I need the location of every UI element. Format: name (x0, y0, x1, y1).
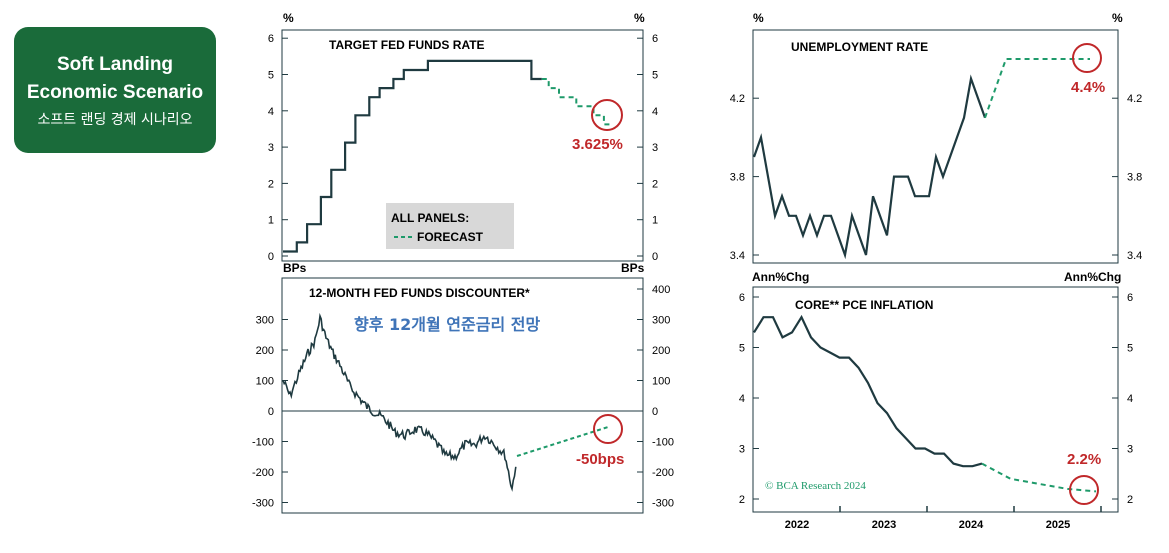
legend-box (386, 203, 514, 249)
p2-annotation: -50bps (576, 451, 624, 468)
p3-tick-label-right: 3.8 (1127, 172, 1142, 184)
p3-ylabel-right: % (1112, 11, 1123, 25)
p1-xlabel-left: BPs (283, 261, 307, 275)
p1-tick-label-right: 5 (652, 70, 658, 82)
p2-tick-label-right: 200 (652, 345, 670, 357)
p2-annotation-circle (593, 414, 623, 444)
p3-tick-label-left: 4.2 (730, 93, 745, 105)
p3-tick-label-left: 3.8 (730, 172, 745, 184)
p1-annotation: 3.625% (572, 136, 623, 153)
p2-forecast-series (516, 426, 609, 457)
panel-core-pce: CORE** PCE INFLATION © BCA Research 2024… (739, 286, 1133, 531)
p3-xlabel-left: Ann%Chg (752, 270, 809, 284)
p4-tick-label-left: 5 (739, 343, 745, 355)
p2-tick-label-right: -100 (652, 437, 674, 449)
badge-line-3-korean: 소프트 랜딩 경제 시나리오 (37, 112, 193, 128)
p3-tick-label-left: 3.4 (730, 250, 745, 262)
p3-title: UNEMPLOYMENT RATE (791, 40, 928, 54)
p2-korean-subtitle: 향후 12개월 연준금리 전망 (354, 315, 540, 334)
legend-title: ALL PANELS: (391, 211, 469, 225)
p2-tick-label-right: 400 (652, 284, 670, 296)
panel4-frame (752, 286, 1119, 513)
p1-tick-label-left: 6 (268, 33, 274, 45)
p1-tick-label-left: 1 (268, 215, 274, 227)
p3-ylabel-left: % (753, 11, 764, 25)
p2-history-series (282, 312, 517, 492)
p3-annotation: 4.4% (1071, 79, 1105, 96)
p1-tick-label-right: 1 (652, 215, 658, 227)
p1-ylabel-left: % (283, 11, 294, 25)
p2-tick-label-right: -200 (652, 467, 674, 479)
p4-annotation-circle (1069, 475, 1099, 505)
panel3-frame (752, 29, 1119, 264)
p4-tick-label-right: 3 (1127, 444, 1133, 456)
p3-history-series (752, 74, 987, 260)
p4-annotation: 2.2% (1067, 451, 1101, 468)
p4-tick-label-right: 2 (1127, 494, 1133, 506)
p4-tick-label-left: 6 (739, 292, 745, 304)
p1-tick-label-right: 0 (652, 251, 658, 263)
p1-annotation-circle (591, 99, 623, 131)
p2-tick-label-right: -300 (652, 498, 674, 510)
p4-credit: © BCA Research 2024 (765, 480, 866, 492)
p2-tick-label-right: 100 (652, 376, 670, 388)
p3-tick-label-right: 3.4 (1127, 250, 1142, 262)
p2-title: 12-MONTH FED FUNDS DISCOUNTER* (309, 286, 530, 300)
panel-unemployment: % % UNEMPLOYMENT RATE Ann%Chg Ann%Chg 3.… (730, 11, 1143, 284)
p1-xlabel-right: BPs (621, 261, 645, 275)
p1-tick-label-left: 3 (268, 142, 274, 154)
p4-history-series (753, 314, 983, 468)
p4-tick-label-left: 4 (739, 393, 745, 405)
p4-tick-label-left: 2 (739, 494, 745, 506)
p4-x-tick-label: 2024 (959, 519, 984, 531)
p1-title: TARGET FED FUNDS RATE (329, 38, 485, 52)
p2-tick-label-right: 300 (652, 315, 670, 327)
p4-x-tick-label: 2023 (872, 519, 896, 531)
p1-tick-label-left: 4 (268, 106, 274, 118)
panel-discounter: 12-MONTH FED FUNDS DISCOUNTER* 향후 12개월 연… (252, 277, 674, 514)
badge-line-2: Economic Scenario (26, 82, 204, 103)
p1-tick-label-left: 5 (268, 70, 274, 82)
p1-tick-label-left: 0 (268, 251, 274, 263)
p1-ylabel-right: % (634, 11, 645, 25)
p1-tick-label-right: 3 (652, 142, 658, 154)
badge-line-1: Soft Landing (56, 54, 174, 75)
p3-annotation-circle (1072, 43, 1102, 73)
panel-fed-funds-rate: % % TARGET FED FUNDS RATE BPs BPs ALL PA… (268, 11, 658, 275)
p2-tick-label-left: -200 (252, 467, 274, 479)
scenario-badge: Soft Landing Economic Scenario 소프트 랜딩 경제… (14, 27, 216, 153)
legend-entry: FORECAST (417, 230, 484, 244)
p1-tick-label-right: 4 (652, 106, 658, 118)
panel2-frame (281, 277, 644, 514)
p2-tick-label-left: 100 (256, 376, 274, 388)
p4-title: CORE** PCE INFLATION (795, 298, 933, 312)
p4-tick-label-right: 5 (1127, 343, 1133, 355)
p1-forecast-series (541, 78, 611, 126)
p3-forecast-series (984, 58, 1090, 119)
p1-tick-label-right: 2 (652, 178, 658, 190)
p2-tick-label-left: 0 (268, 406, 274, 418)
p2-tick-label-left: 200 (256, 345, 274, 357)
p2-tick-label-left: -300 (252, 498, 274, 510)
p2-tick-label-left: 300 (256, 315, 274, 327)
p4-forecast-series (981, 462, 1097, 493)
panel1-frame (281, 29, 644, 262)
p2-tick-label-left: -100 (252, 437, 274, 449)
p4-x-tick-label: 2022 (785, 519, 809, 531)
p3-xlabel-right: Ann%Chg (1064, 270, 1121, 284)
p4-tick-label-right: 6 (1127, 292, 1133, 304)
p1-history-series (283, 59, 542, 253)
p4-tick-label-right: 4 (1127, 393, 1133, 405)
p3-tick-label-right: 4.2 (1127, 93, 1142, 105)
p1-tick-label-left: 2 (268, 178, 274, 190)
p4-tick-label-left: 3 (739, 444, 745, 456)
p4-x-tick-label: 2025 (1046, 519, 1070, 531)
p2-tick-label-right: 0 (652, 406, 658, 418)
p1-tick-label-right: 6 (652, 33, 658, 45)
